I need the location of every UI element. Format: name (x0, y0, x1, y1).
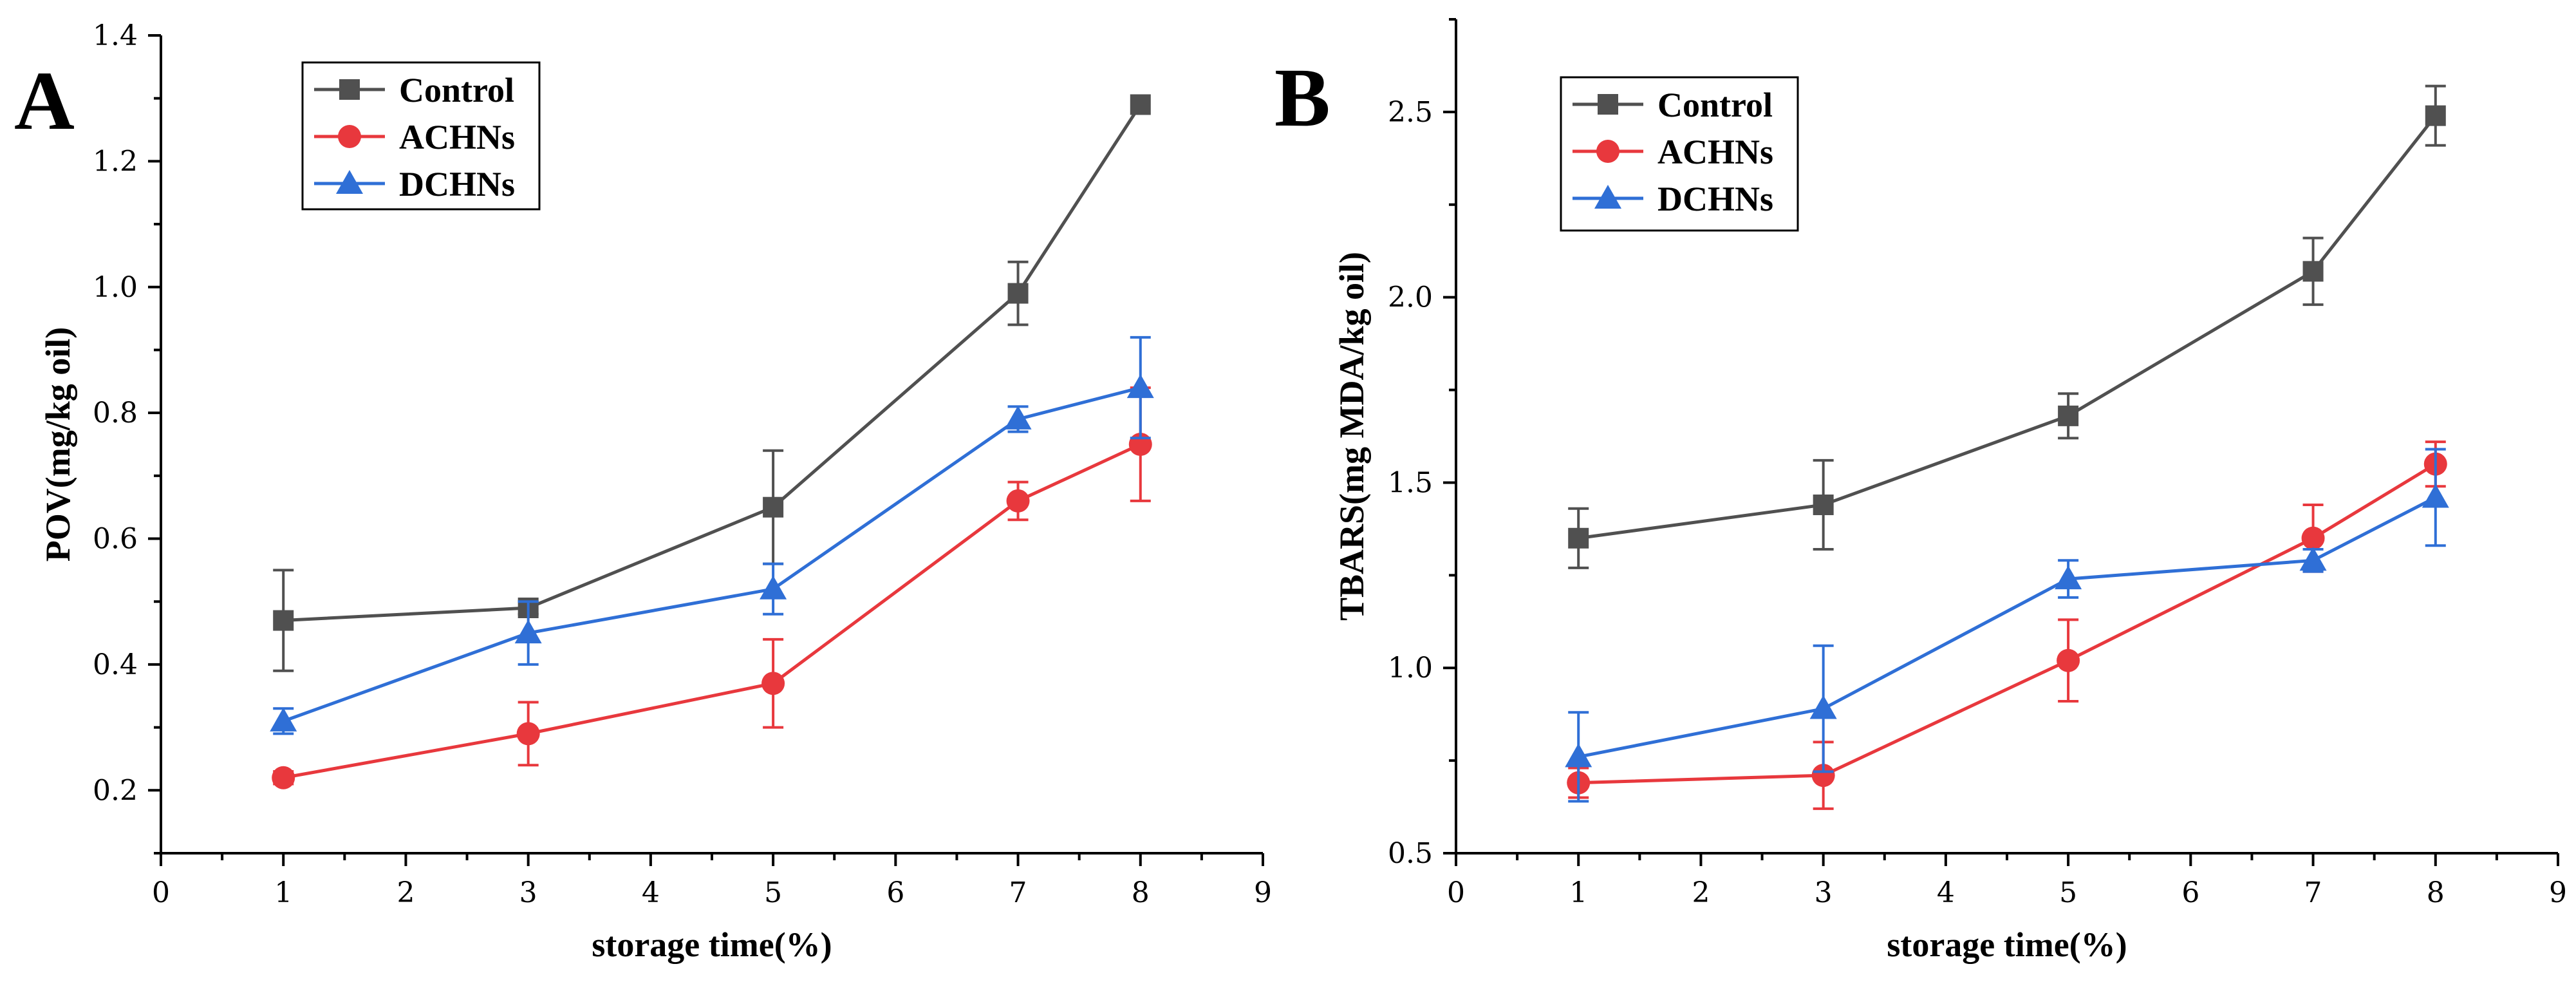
data-point-dchns (1565, 743, 1592, 768)
data-point-achns (272, 766, 295, 789)
x-tick-label: 1 (274, 876, 292, 909)
legend-label-achns: ACHNs (1657, 133, 1773, 171)
data-point-achns (1006, 489, 1030, 513)
x-tick-label: 1 (1569, 876, 1587, 909)
x-tick-label: 8 (2427, 876, 2445, 909)
legend-label-control: Control (399, 71, 514, 109)
x-axis-title: storage time(%) (592, 925, 832, 964)
chart-panel-a: 0 1 2 3 4 5 6 7 8 9 0.2 0.4 0.6 0.8 1.0 1.2 1.4 storage t… (14, 19, 1272, 964)
x-axis-title: storage time(%) (1887, 925, 2127, 964)
legend-label-control: Control (1657, 86, 1773, 124)
data-point-dchns (514, 619, 542, 644)
y-tick-label: 1.0 (93, 271, 138, 304)
legend-label-dchns: DCHNs (399, 165, 515, 203)
x-tick-label: 0 (1447, 876, 1465, 909)
y-tick-label: 1.2 (93, 145, 138, 178)
legend-label-achns: ACHNs (399, 118, 515, 156)
data-point-achns (2301, 526, 2325, 550)
data-point-achns (1811, 764, 1835, 788)
legend-marker-achns (338, 125, 361, 148)
data-point-control (2058, 405, 2079, 426)
y-tick-label: 0.4 (93, 648, 138, 681)
data-point-control (1813, 494, 1834, 515)
y-tick-label: 0.5 (1388, 837, 1433, 870)
data-point-control (2425, 105, 2446, 126)
legend-marker-achns (1596, 140, 1619, 163)
y-tick-label: 0.2 (93, 774, 138, 807)
x-tick-label: 6 (886, 876, 904, 909)
y-axis-title: POV(mg/kg oil) (39, 327, 77, 562)
data-point-control (1007, 283, 1029, 304)
x-tick-label: 4 (642, 876, 660, 909)
x-tick-label: 2 (397, 876, 415, 909)
x-tick-label: 3 (519, 876, 537, 909)
data-point-dchns (2422, 484, 2449, 508)
y-tick-label: 1.0 (1388, 652, 1433, 685)
data-point-achns (2057, 648, 2080, 672)
panel-letter: B (1274, 52, 1330, 144)
x-tick-label: 5 (2059, 876, 2077, 909)
legend: Control ACHNs DCHNs (1560, 76, 1799, 232)
data-point-dchns (2299, 547, 2327, 571)
data-point-dchns (270, 707, 297, 732)
panel-letter: A (14, 55, 75, 147)
x-tick-label: 5 (764, 876, 782, 909)
data-point-achns (516, 722, 540, 746)
legend-marker-dchns (1594, 185, 1621, 209)
legend: Control ACHNs DCHNs (301, 61, 541, 211)
x-tick-label: 7 (2304, 876, 2322, 909)
x-tick-label: 8 (1132, 876, 1150, 909)
data-point-dchns (2055, 565, 2082, 590)
series-line-dchns (283, 386, 1141, 723)
x-tick-label: 2 (1692, 876, 1710, 909)
y-tick-label: 2.5 (1388, 96, 1433, 129)
data-point-dchns (1126, 374, 1154, 399)
y-tick-label: 2.0 (1388, 281, 1433, 314)
data-point-control (1568, 527, 1589, 549)
y-axis-title: TBARS(mg MDA/kg oil) (1332, 252, 1371, 621)
x-tick-label: 3 (1815, 876, 1833, 909)
data-point-control (2302, 261, 2324, 282)
y-tick-label: 1.4 (93, 19, 138, 52)
data-point-dchns (760, 575, 787, 600)
data-point-dchns (1809, 695, 1837, 719)
y-tick-label: 0.8 (93, 397, 138, 430)
data-point-control (1130, 94, 1151, 115)
legend-marker-control (1598, 94, 1618, 115)
data-point-achns (761, 672, 785, 695)
legend-marker-control (339, 79, 360, 100)
legend-marker-dchns (336, 170, 363, 194)
data-point-dchns (1004, 405, 1032, 430)
series-line-achns (1578, 462, 2437, 785)
data-point-control (763, 496, 784, 518)
x-tick-label: 4 (1937, 876, 1955, 909)
x-tick-label: 6 (2181, 876, 2199, 909)
legend-label-dchns: DCHNs (1657, 180, 1773, 218)
x-tick-label: 9 (2549, 876, 2567, 909)
data-point-control (273, 610, 294, 631)
chart-panel-b: 0 1 2 3 4 5 6 7 8 9 0.5 1.0 1.5 2.0 2.5 storage time(%)… (1274, 18, 2567, 964)
x-tick-label: 7 (1009, 876, 1027, 909)
x-tick-label: 0 (152, 876, 170, 909)
y-tick-label: 1.5 (1388, 466, 1433, 499)
y-tick-label: 0.6 (93, 523, 138, 556)
x-tick-label: 9 (1254, 876, 1272, 909)
